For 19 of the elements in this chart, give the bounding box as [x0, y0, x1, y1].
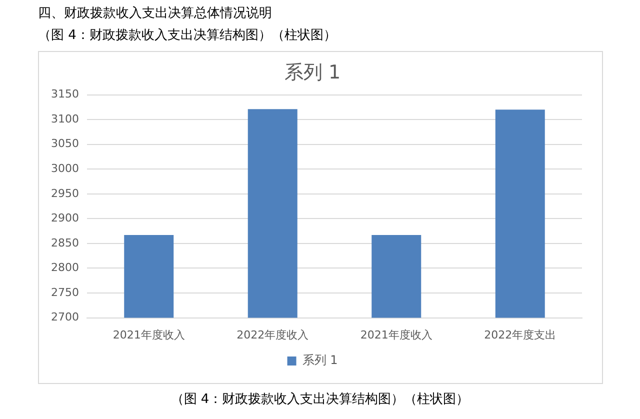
y-tick-label: 2950 — [50, 186, 79, 200]
y-tick-label: 2850 — [50, 236, 79, 250]
x-tick-label: 2022年度支出 — [484, 328, 556, 342]
y-tick-label: 3000 — [50, 162, 79, 175]
x-tick-label: 2021年度收入 — [360, 328, 432, 342]
legend-label: 系列 1 — [302, 353, 338, 368]
y-tick-label: 2800 — [50, 261, 79, 274]
text: 四、财政拨款收入支出决算总体情况说明 — [38, 5, 272, 22]
y-tick-label: 2750 — [50, 286, 79, 299]
y-tick-label: 2900 — [50, 212, 79, 225]
chart-title: 系列 1 — [284, 61, 341, 84]
x-tick-label: 2022年度收入 — [236, 328, 309, 342]
y-tick-label: 2700 — [50, 310, 79, 324]
y-tick-label: 3050 — [50, 137, 79, 150]
text: （图 4：财政拨款收入支出决算结构图）（柱状图） — [170, 391, 470, 408]
y-tick-label: 3150 — [50, 88, 79, 101]
x-tick-label: 2021年度收入 — [112, 328, 185, 342]
chart-subtitle: （图 4：财政拨款收入支出决算结构图）（柱状图） — [38, 27, 336, 44]
y-tick-label: 3100 — [50, 112, 79, 126]
